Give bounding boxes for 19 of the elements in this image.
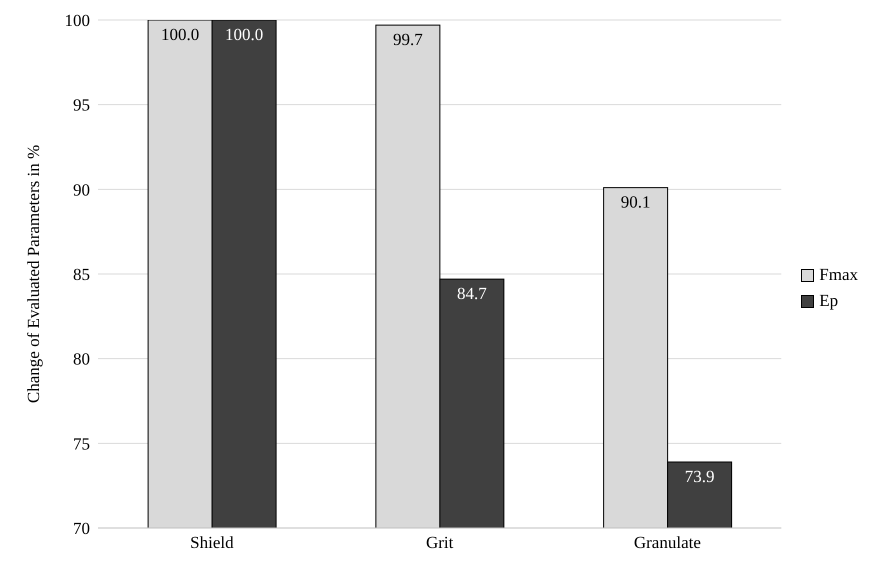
legend-label: Fmax	[819, 265, 858, 285]
y-tick-label: 80	[73, 350, 90, 369]
data-label: 73.9	[684, 467, 714, 486]
data-label: 90.1	[620, 192, 650, 212]
y-tick-label: 85	[73, 265, 90, 284]
data-label: 100.0	[160, 25, 200, 44]
y-tick-label: 95	[73, 96, 90, 115]
y-axis-title: Change of Evaluated Parameters in %	[24, 144, 44, 404]
x-tick-label: Granulate	[634, 533, 701, 552]
data-label: 99.7	[392, 30, 424, 50]
y-tick-label: 90	[73, 180, 90, 200]
data-label: 84.7	[456, 284, 488, 304]
x-tick-label: Grit	[426, 533, 454, 552]
y-tick-label: 70	[73, 519, 90, 538]
x-tick-label: Shield	[190, 533, 234, 552]
legend-label: Ep	[819, 291, 838, 311]
y-tick-label: 100	[64, 11, 90, 30]
y-tick-label: 75	[73, 434, 90, 454]
data-label: 100.0	[224, 25, 264, 44]
